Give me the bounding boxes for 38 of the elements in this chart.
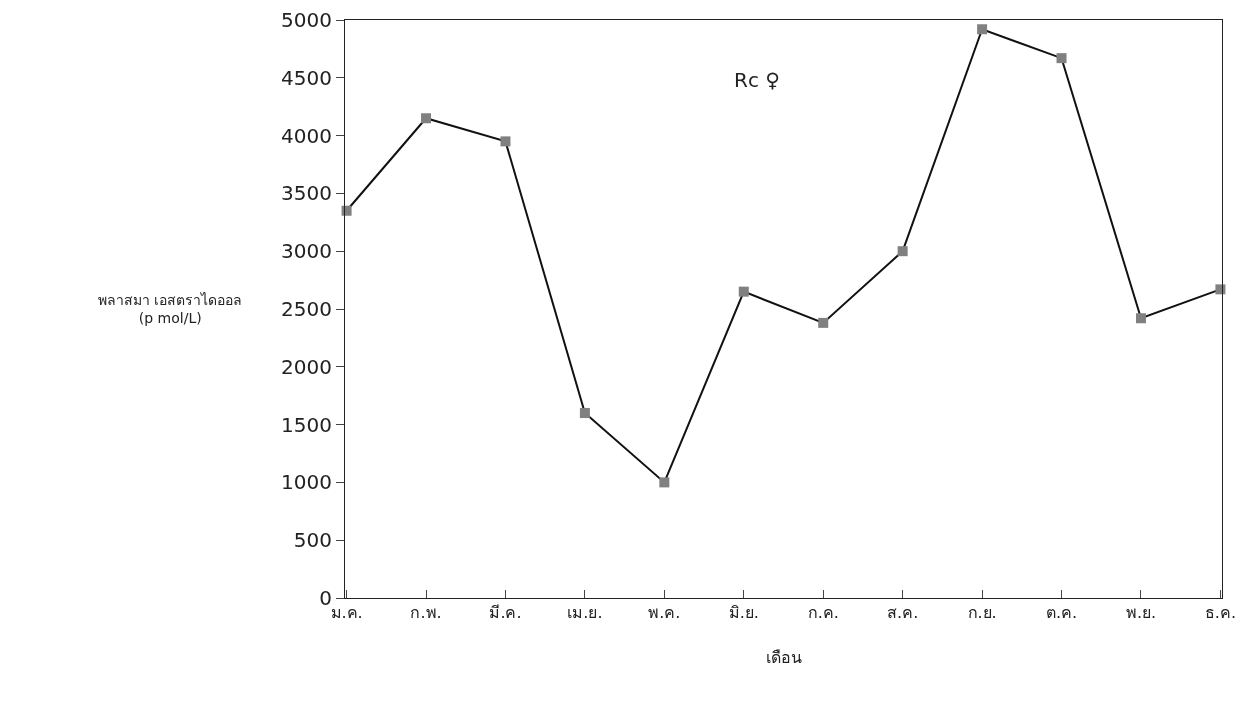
x-tick-label: ต.ค. [1045, 603, 1078, 623]
point [500, 136, 511, 147]
x-tick-label: มี.ค. [489, 603, 522, 623]
x-tick-label: ก.ย. [967, 603, 997, 623]
point [1215, 284, 1226, 295]
point [897, 246, 908, 257]
x-axis-title: เดือน [765, 647, 802, 667]
y-axis-title: พลาสมา เอสตราไดออล (p mol/L) [98, 292, 243, 327]
y-tick-label: 3500 [281, 181, 332, 206]
y-tick-label: 2000 [281, 354, 332, 379]
annotation: Rc ♀ [734, 68, 780, 92]
y-tick-label: 0 [319, 586, 332, 610]
y-tick-label: 5000 [281, 8, 332, 32]
y-tick-label: 4000 [281, 123, 332, 148]
point [1135, 313, 1146, 324]
y-tick-label: 1500 [281, 412, 332, 437]
x-tick-label: ม.ค. [330, 603, 363, 623]
x-tick-label: มิ.ย. [728, 603, 759, 623]
point [421, 113, 432, 124]
y-tick-label: 3000 [281, 239, 332, 264]
point [977, 24, 988, 35]
x-tick-label: เม.ย. [567, 603, 603, 623]
point [1056, 53, 1067, 64]
point [818, 317, 829, 328]
point [579, 408, 590, 419]
x-tick-label: พ.ย. [1125, 603, 1157, 623]
x-tick-label: ธ.ค. [1204, 603, 1236, 623]
point [659, 477, 670, 488]
y-tick-label: 4500 [281, 65, 332, 90]
y-tick-label: 1000 [281, 470, 332, 495]
y-tick-label: 500 [293, 528, 332, 553]
x-tick-label: ส.ค. [887, 603, 919, 623]
x-tick-label: พ.ค. [648, 603, 681, 623]
x-tick-label: ก.พ. [410, 603, 442, 623]
point [341, 205, 352, 216]
point [738, 286, 749, 297]
x-tick-label: ก.ค. [807, 603, 839, 623]
y-tick-label: 2500 [281, 297, 332, 321]
